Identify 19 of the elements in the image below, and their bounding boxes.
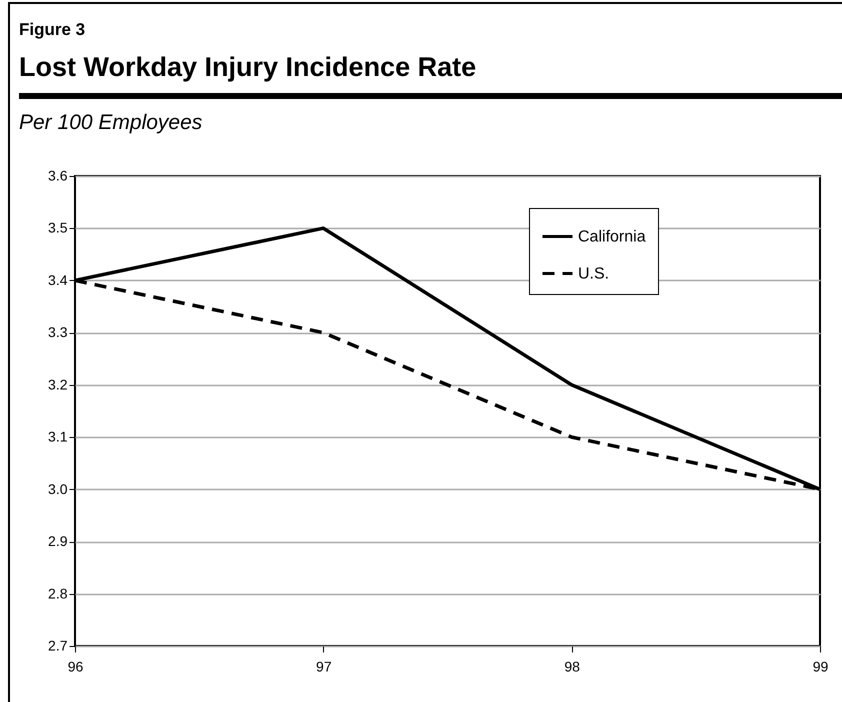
y-tick-label: 3.4 <box>48 272 68 288</box>
y-tick-label: 2.8 <box>48 585 68 602</box>
legend-label: U.S. <box>578 266 610 282</box>
y-tick-label: 3.1 <box>48 428 68 445</box>
chart-title: Lost Workday Injury Incidence Rate <box>19 52 842 99</box>
y-axis-title: Per 100 Employees <box>19 111 204 135</box>
legend-label: California <box>578 228 646 246</box>
x-tick-label: 97 <box>316 658 332 674</box>
x-tick-label: 96 <box>68 658 84 674</box>
x-tick-label: 99 <box>812 658 828 674</box>
y-tick-label: 3.6 <box>48 168 68 184</box>
caption: Figure 3 <box>19 20 86 40</box>
y-tick-label: 3.5 <box>48 220 68 236</box>
y-tick-label: 2.9 <box>48 533 68 550</box>
x-tick-label: 98 <box>564 658 580 674</box>
y-tick-label: 3.3 <box>48 324 68 340</box>
y-tick-label: 2.7 <box>48 638 68 654</box>
y-tick-label: 3.0 <box>48 480 68 497</box>
y-tick-label: 3.2 <box>48 376 68 392</box>
